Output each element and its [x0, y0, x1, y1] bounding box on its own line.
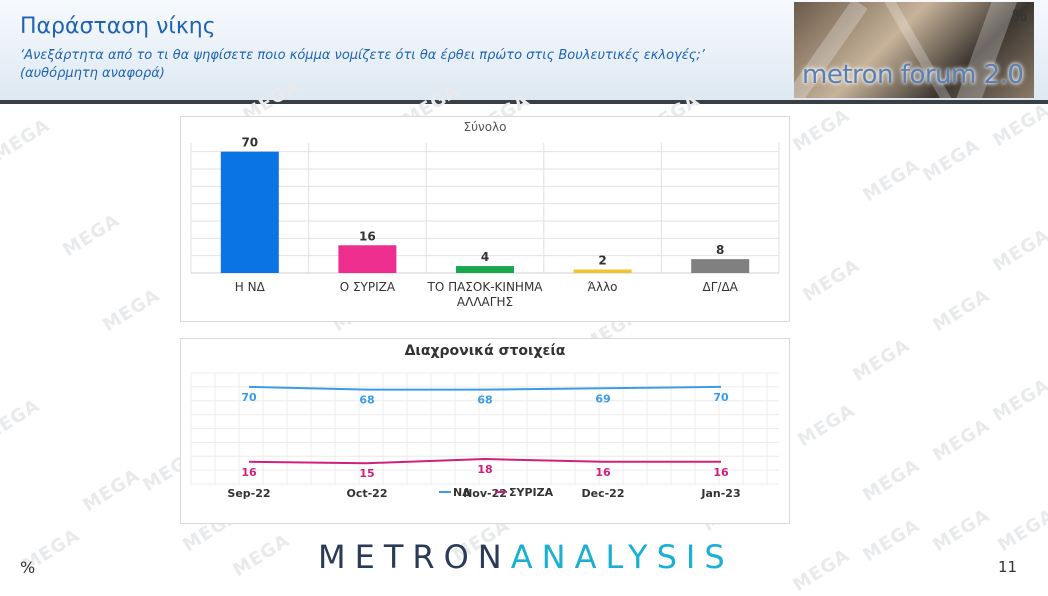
bar-2 — [456, 266, 514, 273]
watermark-text: MEGA — [994, 504, 1048, 557]
bar-category-label: ΑΛΛΑΓΗΣ — [457, 295, 513, 309]
watermark-text: MEGA — [929, 504, 994, 557]
watermark-text: MEGA — [794, 399, 859, 452]
watermark-text: MEGA — [799, 254, 864, 307]
series-point-label: 16 — [241, 466, 257, 479]
metron-analysis-logo: METRONANALYSIS — [318, 538, 734, 576]
percent-label-bottom: % — [20, 558, 36, 577]
series-point-label: 70 — [241, 391, 257, 404]
watermark-text: MEGA — [0, 114, 54, 167]
question-note: (αυθόρμητη αναφορά) — [20, 66, 165, 81]
watermark-text: MEGA — [789, 544, 854, 596]
bar-category-label: Η ΝΔ — [235, 280, 266, 294]
series-point-label: 15 — [359, 467, 374, 480]
bar-value-label: 2 — [598, 254, 606, 268]
page-number: 11 — [998, 558, 1018, 576]
bar-4 — [691, 259, 750, 273]
watermark-text: MEGA — [989, 99, 1048, 152]
bar-value-label: 8 — [716, 243, 724, 257]
watermark-text: MEGA — [0, 394, 44, 447]
watermark-text: MEGA — [79, 464, 144, 517]
bar-category-label: ΔΓ/ΔΑ — [703, 280, 739, 294]
series-point-label: 18 — [477, 463, 492, 476]
bar-3 — [573, 269, 632, 273]
series-point-label: 70 — [713, 391, 729, 404]
watermark-text: MEGA — [989, 224, 1048, 277]
logo-part-metron: METRON — [318, 538, 511, 576]
bar-category-label: Άλλο — [588, 280, 618, 294]
line-chart-title: Διαχρονικά στοιχεία — [404, 343, 566, 359]
line-x-tick-label: Jan-23 — [700, 487, 740, 500]
logo-part-analysis: ANALYSIS — [510, 538, 734, 576]
line-chart-panel: Διαχρονικά στοιχεία 70 68 68 69 70 16 15 18 16 16… — [180, 338, 790, 524]
bar-1 — [338, 245, 397, 273]
bar-value-label: 4 — [481, 250, 489, 264]
watermark-text: MEGA — [849, 334, 914, 387]
watermark-text: MEGA — [989, 374, 1048, 427]
legend-label: ΣΥΡΙΖΑ — [509, 486, 554, 499]
series-line-1 — [248, 458, 721, 465]
watermark-text: MEGA — [929, 414, 994, 467]
page-title: Παράσταση νίκης — [20, 14, 216, 39]
watermark-text: MEGA — [919, 134, 984, 187]
header-divider — [0, 100, 1048, 104]
line-x-tick-label: Oct-22 — [346, 487, 387, 500]
metron-forum-logo: metron forum 2.0 — [794, 2, 1034, 98]
bar-value-label: 70 — [241, 136, 258, 150]
bar-chart-panel: Σύνολο 70 Η ΝΔ 16 Ο ΣΥΡΙΖΑ 4 ΤΟ ΠΑΣΟΚ-ΚΙΝΗΜΑ Α… — [180, 116, 790, 322]
series-point-label: 68 — [477, 394, 492, 407]
watermark-text: MEGA — [59, 209, 124, 262]
bar-chart-title: Σύνολο — [463, 120, 507, 134]
line-x-tick-label: Dec-22 — [582, 487, 625, 500]
line-x-tick-label: Sep-22 — [227, 487, 270, 500]
watermark-text: MEGA — [929, 284, 994, 337]
percent-label-top: % — [1012, 6, 1028, 25]
series-line-0 — [248, 385, 722, 391]
series-point-label: 68 — [359, 394, 374, 407]
logo-text: metron forum 2.0 — [802, 60, 1024, 90]
question-line: ‘Ανεξάρτητα από το τι θα ψηφίσετε ποιο κ… — [20, 48, 705, 63]
line-x-tick-label: Nov-22 — [463, 487, 507, 500]
watermark-text: MEGA — [789, 104, 854, 157]
watermark-text: MEGA — [859, 514, 924, 567]
series-point-label: 16 — [713, 466, 729, 479]
legend-label: ΝΔ — [453, 486, 471, 499]
question-text: ‘Ανεξάρτητα από το τι θα ψηφίσετε ποιο κ… — [20, 47, 760, 83]
bar-category-label: ΤΟ ΠΑΣΟΚ-ΚΙΝΗΜΑ — [426, 280, 543, 294]
bar-value-label: 16 — [359, 229, 376, 243]
watermark-text: MEGA — [99, 284, 164, 337]
bar-category-label: Ο ΣΥΡΙΖΑ — [340, 280, 396, 294]
series-point-label: 69 — [595, 392, 610, 405]
series-point-label: 16 — [595, 466, 611, 479]
line-chart: 70 68 68 69 70 16 15 18 16 16 Sep-22 Oct-22 Nov-22 De… — [190, 372, 779, 500]
bar-0 — [220, 151, 279, 273]
watermark-text: MEGA — [229, 529, 294, 582]
watermark-text: MEGA — [859, 454, 924, 507]
watermark-text: MEGA — [859, 154, 924, 207]
